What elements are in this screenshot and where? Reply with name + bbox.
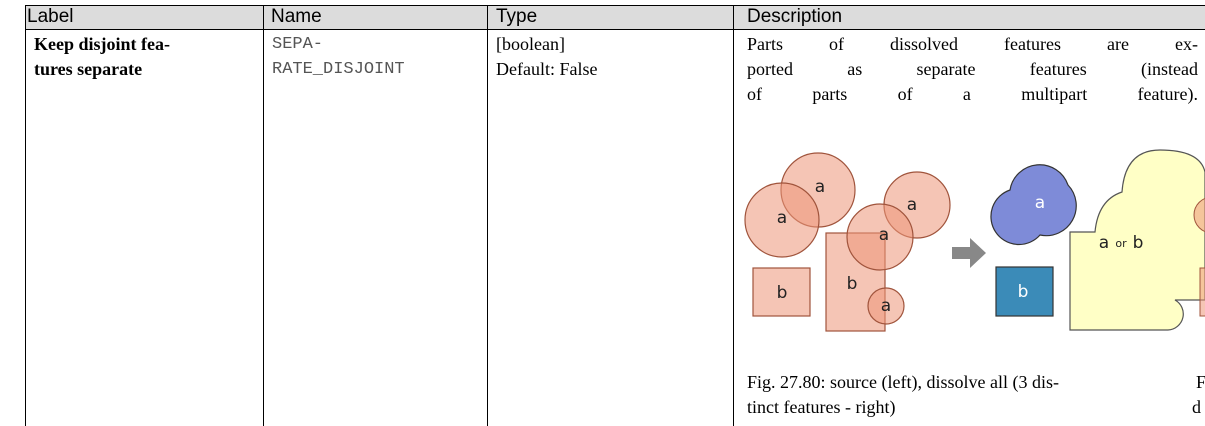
header-cell: Description [747,6,843,27]
header-cell: Label [27,6,74,27]
caption-line: tinct features - right) [747,397,896,417]
caption-line: Fig. 27.80: source (left), dissolve all … [747,372,1059,392]
type-cell: [boolean] Default: False [496,32,597,82]
header-cell: Name [271,6,322,27]
figure-label: a [1099,233,1109,253]
description-line: ported as separate features (instead [747,59,1198,79]
description-line: of parts of a multipart feature). [747,84,1198,104]
figure-result [990,149,1205,331]
name-line: RATE_DISJOINT [272,60,405,79]
figure-label: a [907,195,917,215]
arrow [952,238,986,268]
figure-label: a [777,208,787,228]
figure-label: a [881,296,891,316]
type-line: Default: False [496,59,598,79]
overflow-text: d [1192,397,1201,417]
header-cell: Type [496,6,538,27]
figure-label: b [847,274,858,294]
header-bg [25,5,1205,29]
figure-label: or [1115,237,1127,250]
label-line: tures separate [34,59,143,79]
overflow-text: F [1196,372,1205,392]
caption: Fig. 27.80: source (left), dissolve all … [747,370,1059,420]
figure-label: b [1133,233,1144,253]
label-line: Keep disjoint fea- [34,34,170,54]
type-line: [boolean] [496,34,565,54]
figure-source [744,152,951,332]
figure-label: a [1035,193,1045,213]
name-line: SEPA- [272,35,324,54]
name-cell: SEPA- RATE_DISJOINT [272,32,477,82]
figure-label: b [1018,282,1029,302]
description: Parts of dissolved features are ex- port… [747,32,1198,107]
figure-label: a [815,177,825,197]
figure-label: b [777,283,788,303]
label-cell: Keep disjoint fea- tures separate [34,32,170,82]
description-line: Parts of dissolved features are ex- [747,34,1198,54]
figure-label: a [879,225,889,245]
